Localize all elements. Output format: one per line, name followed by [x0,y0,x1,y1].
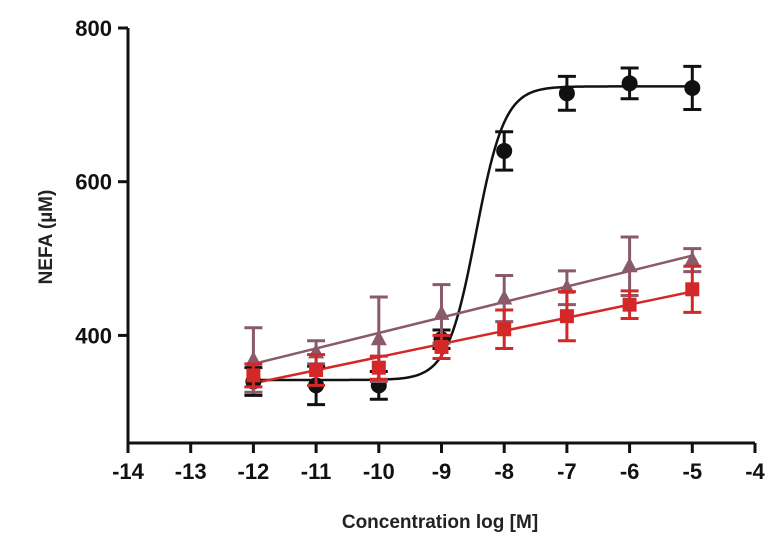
marker-triangle [245,351,262,366]
data-point [432,333,451,360]
y-tick-label: 600 [75,170,112,195]
marker-triangle [558,278,575,294]
marker-square [559,309,574,324]
x-tick-label: -11 [301,459,332,484]
data-point [683,264,702,314]
tick-labels: -14 -13 -12 -11 -10 -9 -8 -7 -6 -5 -4 400 600 800 [75,16,765,484]
marker-triangle [433,304,450,320]
x-axis-label: Concentration log [M] [342,512,538,533]
fit-curve [253,254,693,366]
x-tick-label: -7 [557,459,577,484]
y-axis-label: NEFA (µM) [36,190,57,285]
marker-triangle [621,257,638,273]
marker-triangle [496,289,513,305]
marker-circle [684,79,701,96]
data-point [557,290,576,343]
data-point [369,354,388,381]
x-tick-label: -4 [745,459,765,484]
data-point [307,353,326,387]
marker-triangle [684,251,701,267]
marker-circle [496,142,513,159]
fit-curve [253,85,693,382]
marker-square [246,368,261,383]
x-tick-label: -10 [363,459,395,484]
data-point [620,235,639,297]
marker-square [309,362,324,377]
data-point [557,74,576,112]
data-point [683,64,702,111]
data-point [620,289,639,320]
marker-square [497,322,512,337]
marker-square [685,282,700,297]
x-tick-label: -8 [494,459,514,484]
x-tick-label: -12 [238,459,270,484]
marker-square [622,297,637,312]
x-tick-label: -5 [683,459,703,484]
axes [118,26,757,453]
fit-curve [253,290,693,385]
marker-circle [558,85,575,102]
marker-circle [621,75,638,92]
data-point [244,362,263,389]
y-tick-label: 800 [75,16,112,41]
x-tick-label: -14 [112,459,145,484]
data-points [244,64,702,407]
marker-square [434,339,449,354]
x-tick-label: -13 [175,459,207,484]
x-tick-label: -6 [620,459,640,484]
data-point [620,66,639,101]
fit-curves [253,85,693,385]
marker-triangle [370,330,387,346]
data-point [495,308,514,350]
data-point [495,130,514,172]
x-tick-label: -9 [432,459,452,484]
marker-square [371,360,386,375]
y-tick-label: 400 [75,323,112,348]
